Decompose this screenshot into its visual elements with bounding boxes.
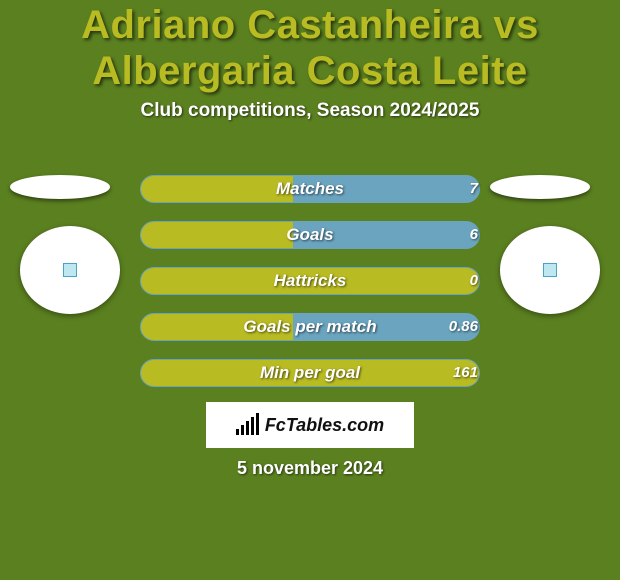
stat-bar-fill: [141, 222, 293, 248]
stat-bar-fill: [141, 314, 293, 340]
stat-bar-track: [140, 313, 480, 341]
branding-badge: FcTables.com: [206, 402, 414, 448]
stat-bar-track: [140, 359, 480, 387]
subtitle: Club competitions, Season 2024/2025: [0, 100, 620, 122]
stat-bar-fill: [141, 268, 479, 294]
branding-text: FcTables.com: [265, 415, 384, 436]
stat-bar-track: [140, 267, 480, 295]
page-title: Adriano Castanheira vs Albergaria Costa …: [0, 0, 620, 94]
stat-row: Matches7: [0, 175, 620, 221]
comparison-infographic: Adriano Castanheira vs Albergaria Costa …: [0, 0, 620, 580]
stat-bar-track: [140, 175, 480, 203]
stat-bar-fill: [141, 176, 293, 202]
stat-row: Goals6: [0, 221, 620, 267]
stat-row: Hattricks0: [0, 267, 620, 313]
stat-row: Min per goal161: [0, 359, 620, 405]
stat-bar-fill: [141, 360, 479, 386]
stats-area: Matches7Goals6Hattricks0Goals per match0…: [0, 175, 620, 405]
date-line: 5 november 2024: [0, 458, 620, 479]
stat-bar-track: [140, 221, 480, 249]
bar-chart-icon: [236, 415, 259, 435]
stat-row: Goals per match0.86: [0, 313, 620, 359]
